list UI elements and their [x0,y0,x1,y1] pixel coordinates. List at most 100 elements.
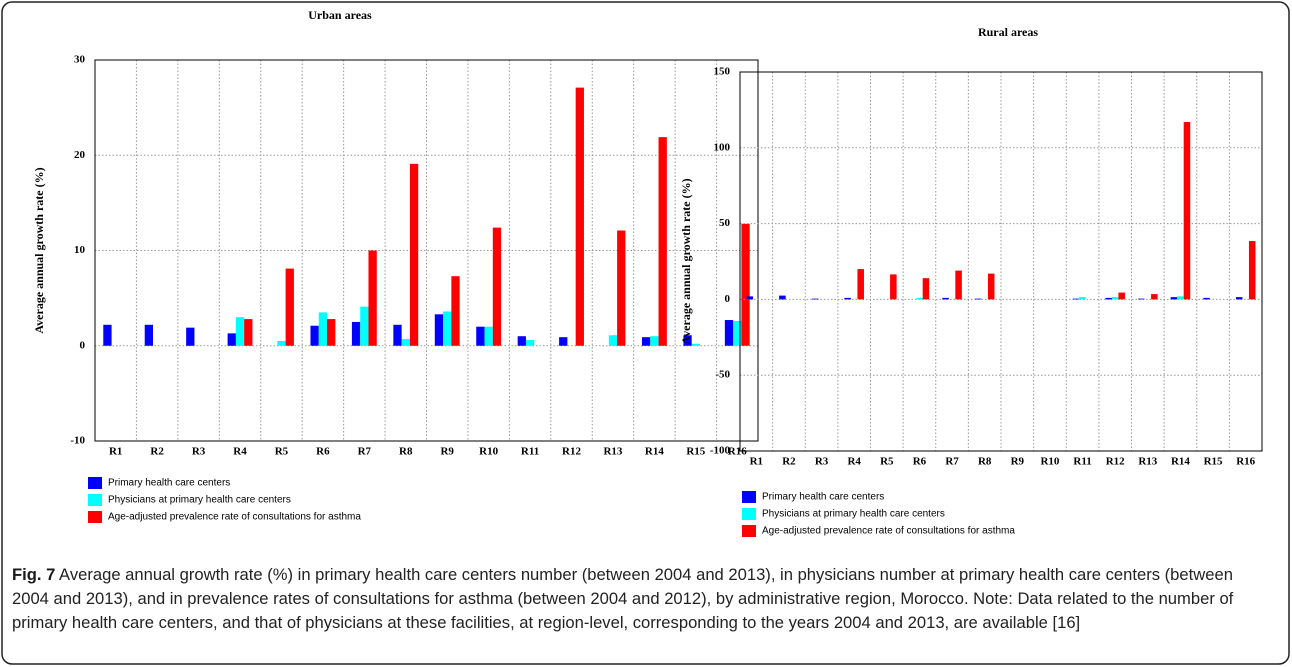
bar [1111,297,1119,300]
bar [327,319,336,346]
plot-frame [739,71,1263,452]
bar [476,326,485,346]
legend-label: Age-adjusted prevalence rate of consulta… [108,512,361,523]
x-tick-label: R4 [847,456,861,468]
bar [235,317,245,346]
bar [103,324,112,346]
y-tick-label: 30 [74,54,86,66]
bar [916,297,923,300]
bar [517,336,526,346]
bar [1248,241,1256,300]
bar [890,274,897,300]
bar [1151,294,1158,300]
bar [1235,297,1243,300]
bar [1170,297,1178,300]
bar [987,273,995,300]
bar [922,278,930,300]
bar [844,297,851,300]
bar [1118,292,1125,300]
x-tick-label: R10 [479,446,498,458]
y-tick-label: -10 [70,435,85,447]
bar [617,230,626,346]
bar [724,320,734,346]
legend-swatch [88,477,102,489]
chart-title: Urban areas [308,8,372,22]
legend-label: Primary health care centers [762,492,884,503]
legend-swatch [88,494,102,506]
bar [360,306,369,346]
legend-swatch [742,525,756,537]
x-tick-label: R12 [1106,456,1125,468]
legend-label: Primary health care centers [108,478,230,489]
chart-title: Rural areas [978,25,1038,39]
y-tick-label: 150 [714,66,731,78]
x-tick-label: R16 [728,446,747,458]
caption: Fig. 7 Average annual growth rate (%) in… [12,563,1274,635]
bar [484,326,493,346]
bar [1072,298,1080,300]
legend-label: Physicians at primary health care center… [108,495,291,506]
bar [559,337,568,346]
bar [1203,297,1210,300]
x-tick-label: R11 [1073,456,1091,468]
bar [811,298,819,300]
bar [779,295,786,300]
bar [746,296,754,300]
bar [443,311,452,346]
x-tick-label: R12 [562,446,581,458]
bar [974,298,982,300]
x-tick-label: R3 [815,456,829,468]
x-tick-label: R14 [1171,456,1190,468]
y-tick-label: -50 [715,369,730,381]
x-tick-label: R5 [275,446,289,458]
bar [186,327,195,346]
bar [608,335,618,346]
x-tick-label: R11 [521,446,539,458]
bar [244,319,253,346]
x-tick-label: R9 [1011,456,1025,468]
bar [285,268,294,346]
bar [434,314,444,346]
bar [401,339,410,346]
bar [318,312,328,346]
bar [741,223,750,346]
x-tick-label: R16 [1236,456,1255,468]
bar [525,340,535,346]
x-tick-label: R8 [978,456,992,468]
bar [1177,296,1184,300]
bar [368,250,377,346]
y-axis-label: Average annual growth rate (%) [32,167,46,333]
bar [650,336,659,346]
bar [733,320,742,346]
y-tick-label: 100 [714,141,731,153]
legend-swatch [742,508,756,520]
bar [277,340,286,346]
bar [351,321,361,346]
bar [1079,297,1086,300]
bar [393,324,402,346]
y-tick-label: 20 [74,149,86,161]
y-tick-label: 0 [80,339,86,351]
y-tick-label: 0 [725,293,731,305]
x-tick-label: R13 [603,446,622,458]
bar [409,163,419,346]
x-tick-label: R8 [399,446,413,458]
y-tick-label: 50 [719,217,731,229]
x-tick-label: R9 [440,446,454,458]
legend-label: Physicians at primary health care center… [762,509,945,520]
caption-label: Fig. 7 [12,565,56,584]
bar [451,276,460,346]
y-tick-label: -100 [710,445,731,457]
caption-text: Average annual growth rate (%) in primar… [12,565,1234,632]
bar [310,325,319,346]
x-tick-label: R15 [1204,456,1223,468]
x-tick-label: R10 [1040,456,1059,468]
bar [683,335,692,346]
y-tick-label: 10 [74,244,86,256]
x-tick-label: R2 [782,456,796,468]
bar [658,137,667,346]
bar [1183,122,1191,300]
